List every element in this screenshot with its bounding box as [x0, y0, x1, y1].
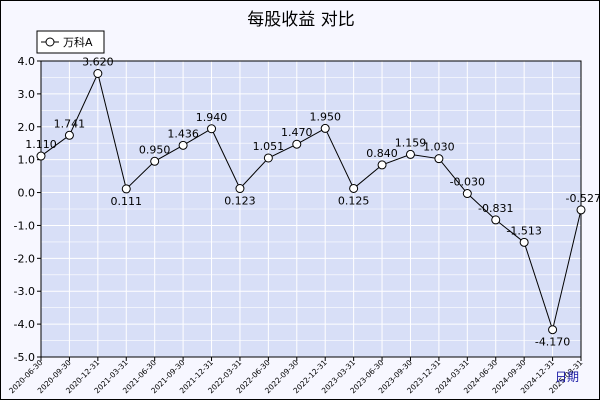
data-label: 1.030	[423, 141, 455, 154]
data-label: 1.940	[196, 111, 228, 124]
data-point	[292, 139, 302, 149]
series-line	[40, 71, 582, 332]
data-point	[178, 140, 188, 150]
y-tick-label: -1.0	[14, 219, 35, 232]
y-tick-label: 2.0	[18, 121, 36, 134]
data-label: 1.950	[309, 110, 341, 123]
data-point	[548, 325, 558, 335]
x-axis-title: 日期	[555, 370, 579, 384]
data-label: -0.527	[566, 192, 600, 205]
data-point	[263, 153, 273, 163]
data-label: 0.123	[224, 195, 256, 208]
legend-label: 万科A	[63, 35, 93, 49]
data-label: 0.950	[139, 143, 171, 156]
data-label: -0.030	[450, 176, 485, 189]
y-tick-label: 1.0	[18, 154, 36, 167]
data-label: -4.170	[535, 336, 570, 349]
chart-title: 每股收益 对比	[247, 10, 355, 30]
data-point	[462, 189, 472, 199]
y-tick-label: -4.0	[14, 318, 35, 331]
data-point	[36, 151, 46, 161]
data-label: 0.840	[366, 147, 398, 160]
data-label: 0.111	[111, 195, 143, 208]
data-point	[434, 154, 444, 164]
data-label: 1.159	[395, 136, 427, 149]
data-label: 1.470	[281, 126, 313, 139]
y-tick-label: 0.0	[18, 187, 36, 200]
data-point	[207, 124, 217, 134]
data-point	[519, 237, 529, 247]
data-label: 1.110	[25, 138, 57, 151]
legend-box	[36, 30, 105, 54]
legend-marker	[45, 37, 55, 47]
data-label: 3.620	[82, 55, 114, 68]
y-tick-label: 4.0	[18, 55, 36, 68]
data-label: -0.831	[478, 202, 513, 215]
data-point	[491, 215, 501, 225]
data-point	[64, 130, 74, 140]
data-label: 1.051	[253, 140, 285, 153]
data-point	[235, 184, 245, 194]
data-label: -1.513	[506, 224, 541, 237]
data-point	[405, 149, 415, 159]
data-label: 1.741	[54, 117, 86, 130]
y-tick-label: 3.0	[18, 88, 36, 101]
data-point	[349, 183, 359, 193]
legend: 万科A	[36, 30, 105, 54]
data-label: 0.125	[338, 194, 370, 207]
data-point	[121, 184, 131, 194]
data-point	[377, 160, 387, 170]
y-tick-label: -2.0	[14, 252, 35, 265]
data-point	[320, 123, 330, 133]
data-point	[576, 205, 586, 215]
data-point	[93, 68, 103, 78]
data-point	[150, 156, 160, 166]
y-tick-label: -5.0	[14, 351, 35, 364]
data-label: 1.436	[167, 127, 199, 140]
y-tick-label: -3.0	[14, 285, 35, 298]
